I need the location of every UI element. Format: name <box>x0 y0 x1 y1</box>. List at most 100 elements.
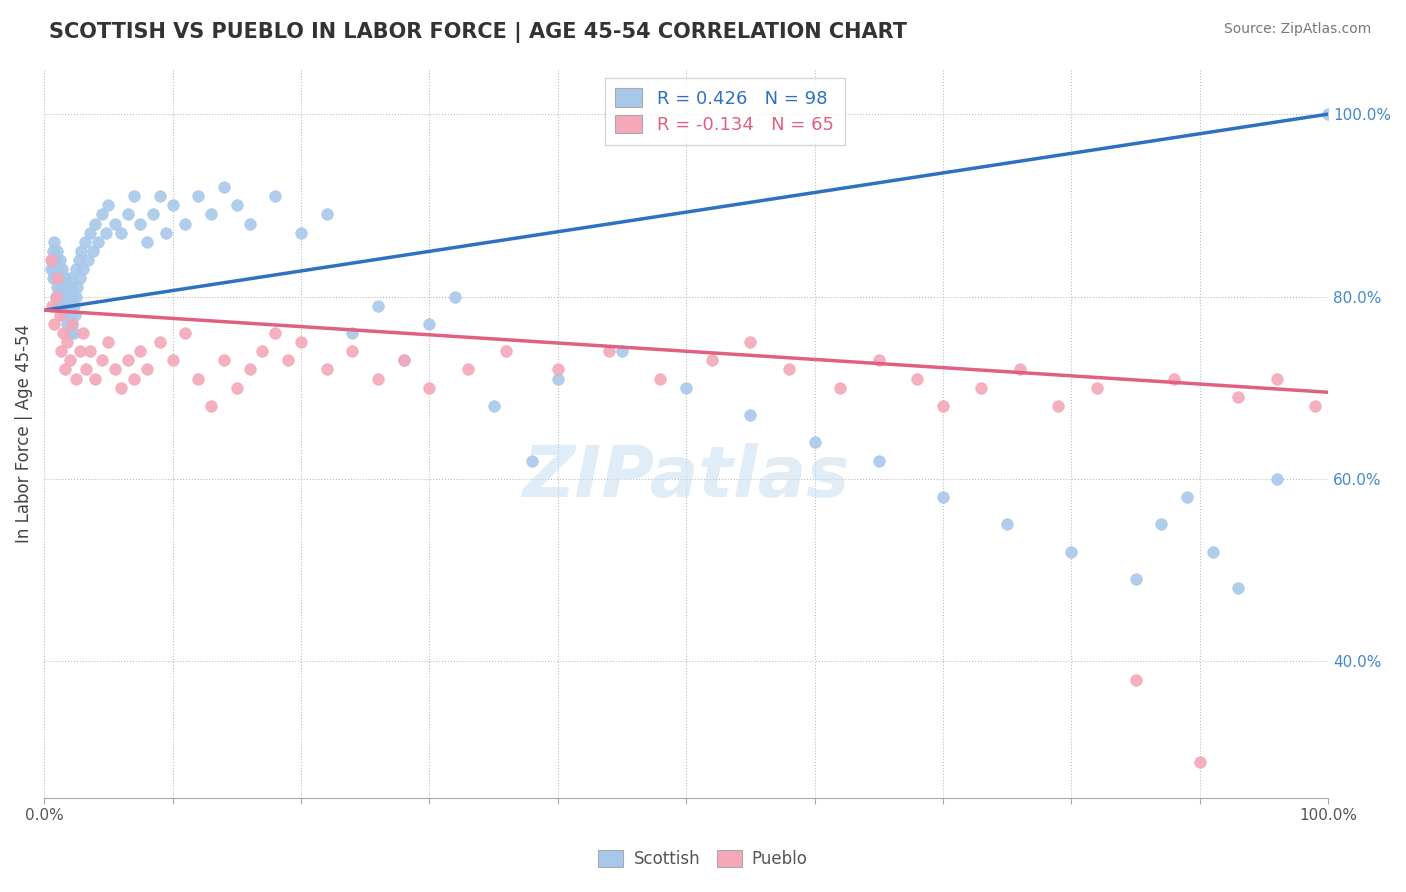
Point <box>155 226 177 240</box>
Point <box>342 326 364 340</box>
Point <box>72 262 94 277</box>
Point <box>69 271 91 285</box>
Point <box>277 353 299 368</box>
Point <box>1265 472 1288 486</box>
Point <box>55 308 77 322</box>
Point <box>53 271 76 285</box>
Point <box>970 381 993 395</box>
Point <box>90 207 112 221</box>
Point <box>72 326 94 340</box>
Point <box>392 353 415 368</box>
Text: SCOTTISH VS PUEBLO IN LABOR FORCE | AGE 45-54 CORRELATION CHART: SCOTTISH VS PUEBLO IN LABOR FORCE | AGE … <box>49 22 907 44</box>
Point <box>1175 490 1198 504</box>
Point <box>41 253 63 268</box>
Point <box>56 317 79 331</box>
Point <box>149 189 172 203</box>
Point <box>44 317 66 331</box>
Point <box>52 280 75 294</box>
Point <box>264 326 287 340</box>
Point <box>97 198 120 212</box>
Point <box>39 253 62 268</box>
Point <box>110 226 132 240</box>
Point <box>700 353 723 368</box>
Point <box>740 335 762 350</box>
Point <box>1227 390 1250 404</box>
Text: ZIPatlas: ZIPatlas <box>523 442 849 512</box>
Point <box>53 362 76 376</box>
Point <box>1047 399 1070 413</box>
Point <box>1303 399 1326 413</box>
Point <box>104 362 127 376</box>
Point <box>444 289 467 303</box>
Point <box>482 399 505 413</box>
Point <box>547 362 569 376</box>
Point <box>830 381 852 395</box>
Point <box>174 217 197 231</box>
Point <box>1188 755 1211 769</box>
Point <box>117 353 139 368</box>
Point <box>238 217 260 231</box>
Point <box>75 235 97 249</box>
Point <box>495 344 517 359</box>
Point <box>48 253 70 268</box>
Point <box>94 226 117 240</box>
Point <box>41 299 63 313</box>
Point <box>59 326 82 340</box>
Point <box>598 344 620 359</box>
Point <box>1317 107 1340 121</box>
Point <box>149 335 172 350</box>
Point <box>59 353 82 368</box>
Point <box>84 217 107 231</box>
Point <box>212 353 235 368</box>
Point <box>55 289 77 303</box>
Point <box>46 271 69 285</box>
Point <box>1201 545 1223 559</box>
Point <box>122 189 145 203</box>
Point <box>1163 371 1185 385</box>
Point <box>117 207 139 221</box>
Point <box>42 244 65 258</box>
Point <box>97 335 120 350</box>
Point <box>457 362 479 376</box>
Point <box>392 353 415 368</box>
Point <box>187 189 209 203</box>
Point <box>58 280 80 294</box>
Point <box>1085 381 1108 395</box>
Point <box>46 244 69 258</box>
Point <box>290 335 312 350</box>
Point <box>547 371 569 385</box>
Point <box>252 344 274 359</box>
Point <box>90 353 112 368</box>
Point <box>174 326 197 340</box>
Point <box>315 207 337 221</box>
Point <box>59 271 82 285</box>
Point <box>46 289 69 303</box>
Point <box>82 244 104 258</box>
Point <box>675 381 697 395</box>
Point <box>778 362 800 376</box>
Point <box>225 198 247 212</box>
Point <box>342 344 364 359</box>
Point <box>932 399 955 413</box>
Point <box>129 344 152 359</box>
Point <box>42 271 65 285</box>
Point <box>56 289 79 303</box>
Point <box>1265 371 1288 385</box>
Point <box>49 299 72 313</box>
Point <box>1125 572 1147 586</box>
Point <box>65 371 87 385</box>
Point <box>87 235 110 249</box>
Point <box>135 235 157 249</box>
Point <box>49 344 72 359</box>
Point <box>162 353 184 368</box>
Point <box>65 289 87 303</box>
Point <box>65 262 87 277</box>
Point <box>63 308 86 322</box>
Legend: R = 0.426   N = 98, R = -0.134   N = 65: R = 0.426 N = 98, R = -0.134 N = 65 <box>605 78 845 145</box>
Point <box>367 371 389 385</box>
Point <box>200 207 222 221</box>
Point <box>48 280 70 294</box>
Point <box>129 217 152 231</box>
Point <box>1060 545 1083 559</box>
Point <box>66 280 89 294</box>
